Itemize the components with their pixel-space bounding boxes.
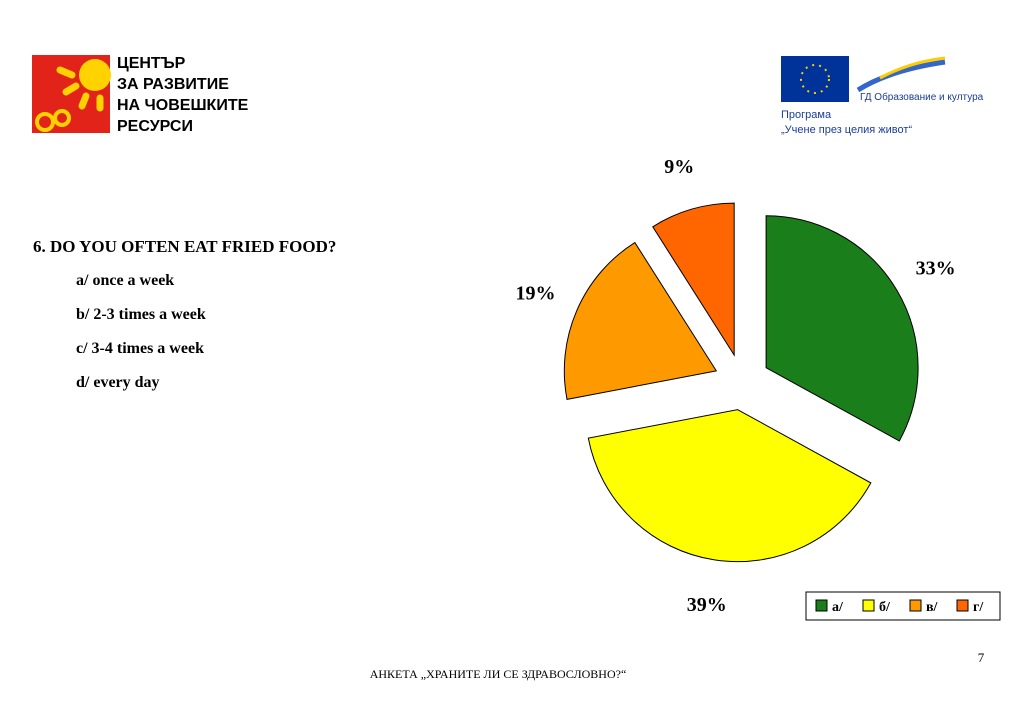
data-label: 19% <box>516 283 556 305</box>
option: d/ every day <box>76 374 160 391</box>
legend-swatch <box>909 599 922 612</box>
org-name: ЗА РАЗВИТИЕ <box>117 76 229 93</box>
data-label: 39% <box>687 594 727 616</box>
page-number: 7 <box>978 650 985 665</box>
pie-slice <box>652 202 735 357</box>
legend-items: а/б/в/г/ <box>815 599 984 615</box>
legend-label: в/ <box>926 600 939 615</box>
data-label: 9% <box>664 156 694 178</box>
legend-label: б/ <box>879 600 891 615</box>
question-title: 6. DO YOU OFTEN EAT FRIED FOOD? <box>33 237 336 256</box>
pie-chart: 33% 39% 19% 9% <box>516 156 956 616</box>
option: c/ 3-4 times a week <box>76 340 204 357</box>
legend-swatch <box>862 599 875 612</box>
org-name: ЦЕНТЪР <box>117 55 186 72</box>
legend-swatch <box>956 599 969 612</box>
org-name: НА ЧОВЕШКИТЕ <box>117 97 249 114</box>
eu-logo <box>781 56 946 102</box>
data-label: 33% <box>916 257 956 279</box>
program: Програма <box>781 109 832 121</box>
eu-dg: ГД Образование и култура <box>860 91 984 103</box>
program: „Учене през целия живот“ <box>781 124 912 136</box>
legend-label: а/ <box>832 600 844 615</box>
footer: АНКЕТА „ХРАНИТЕ ЛИ СЕ ЗДРАВОСЛОВНО?“ <box>370 667 627 681</box>
org-logo <box>32 55 111 133</box>
legend-swatch <box>815 599 828 612</box>
option: a/ once a week <box>76 272 174 289</box>
legend-label: г/ <box>973 600 984 615</box>
pie-slice <box>765 215 919 442</box>
pie-slice <box>587 409 872 563</box>
org-name: РЕСУРСИ <box>117 118 193 135</box>
pie-slice <box>563 241 718 400</box>
option: b/ 2-3 times a week <box>76 306 206 323</box>
